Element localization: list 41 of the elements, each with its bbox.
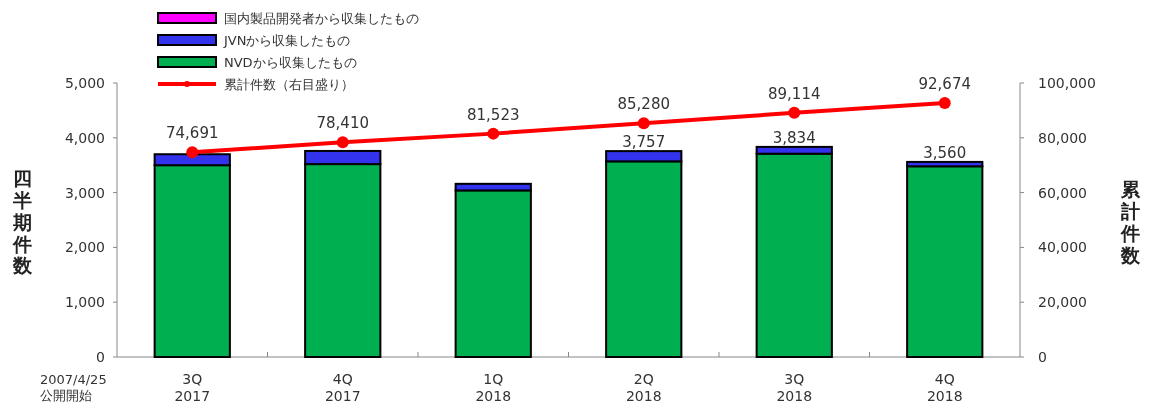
- total-label: 3,757: [622, 133, 666, 152]
- point: [186, 146, 199, 159]
- y2-tick-label: 20,000: [1038, 294, 1087, 311]
- legend-label: 国内製品開発者から収集したもの: [224, 11, 419, 26]
- data-label: 74,691: [166, 124, 219, 143]
- x-tick-label: 2Q 2018: [625, 371, 662, 404]
- point: [938, 97, 951, 110]
- data-label: 85,280: [617, 95, 670, 114]
- point: [637, 117, 650, 130]
- data-label: 92,674: [918, 75, 971, 94]
- data-label: 78,410: [316, 114, 369, 133]
- y-tick-label: 2,000: [64, 239, 105, 256]
- point: [788, 106, 801, 119]
- y-tick-label: 0: [96, 349, 105, 365]
- data-label: 81,523: [467, 105, 520, 124]
- legend-label: 累計件数（右目盛り）: [224, 77, 354, 92]
- y2-axis-title: 累計件数: [1119, 178, 1141, 266]
- legend-label: NVDから収集したもの: [224, 55, 357, 70]
- y-tick-label: 1,000: [64, 294, 105, 311]
- x-tick-label: 3Q 2017: [174, 371, 211, 404]
- total-label: 3,834: [772, 128, 816, 147]
- total-label: 3,560: [923, 143, 967, 162]
- y2-tick-label: 40,000: [1038, 239, 1087, 256]
- legend-label: JVNから収集したもの: [223, 33, 351, 48]
- y-tick-label: 4,000: [64, 129, 105, 146]
- y-axis-title: 四半期件数: [11, 167, 33, 277]
- y-tick-label: 3,000: [64, 184, 105, 201]
- y2-tick-label: 100,000: [1038, 75, 1096, 91]
- y2-tick-label: 60,000: [1038, 184, 1087, 201]
- y-tick-label: 5,000: [64, 75, 105, 91]
- y2-tick-label: 80,000: [1038, 129, 1087, 146]
- bar: [906, 165, 984, 358]
- y2-tick-label: 0: [1038, 349, 1047, 365]
- point: [487, 127, 500, 140]
- point: [336, 136, 349, 149]
- x-tick-label: 3Q 2018: [776, 371, 813, 404]
- x-tick-label: 4Q 2018: [926, 371, 963, 404]
- x-tick-label: 1Q 2018: [475, 371, 512, 404]
- text: 2007/4/25 公開開始: [40, 372, 107, 403]
- x-tick-label: 4Q 2017: [324, 371, 361, 404]
- data-label: 89,114: [768, 84, 821, 103]
